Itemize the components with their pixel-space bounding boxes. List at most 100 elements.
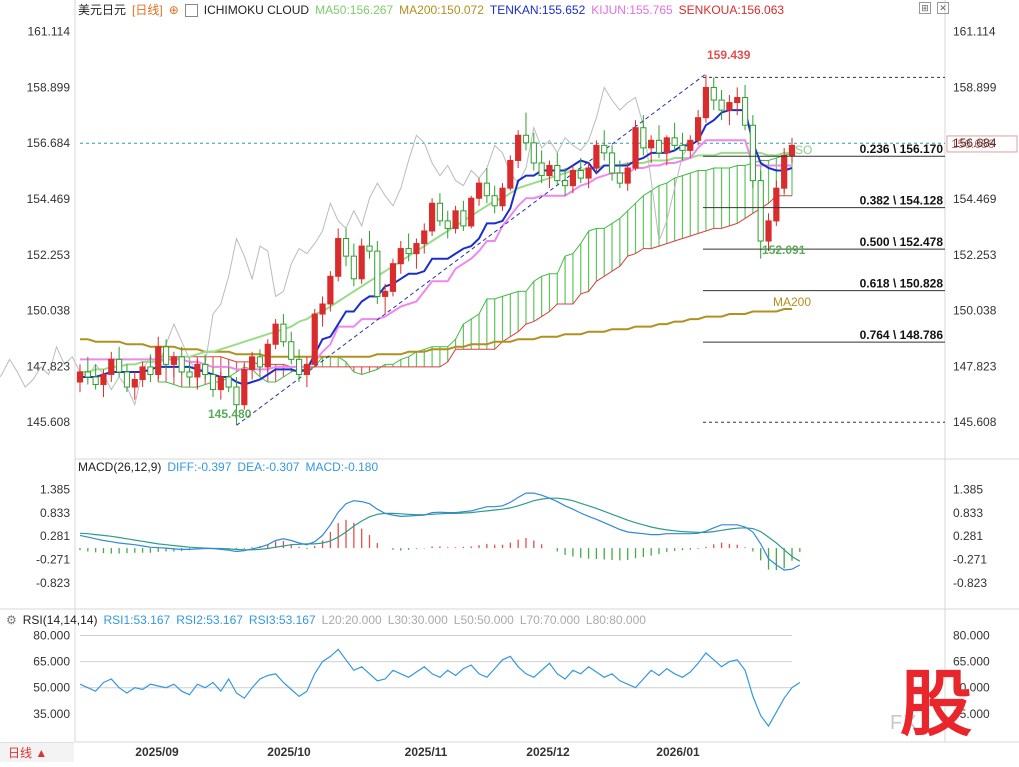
candle-body[interactable]: [225, 376, 232, 388]
candle-body[interactable]: [256, 356, 264, 368]
macd-panel[interactable]: [79, 492, 801, 571]
period-tag[interactable]: [日线]: [132, 3, 163, 17]
price-panel[interactable]: 0.236 \ 156.170 0.382 \ 154.128 0.500 \ 15…: [0, 48, 1018, 426]
candle-body[interactable]: [757, 180, 764, 242]
candle-body[interactable]: [491, 195, 498, 207]
candle-body[interactable]: [288, 341, 295, 360]
candle-body[interactable]: [382, 290, 389, 297]
candle-body[interactable]: [734, 97, 741, 104]
macd-name[interactable]: MACD(26,12,9): [78, 460, 162, 474]
candle-body[interactable]: [788, 144, 796, 156]
candle-body[interactable]: [162, 346, 170, 365]
macd-diff-line[interactable]: [79, 492, 801, 571]
candle-body[interactable]: [702, 86, 710, 119]
candle-body[interactable]: [468, 197, 475, 227]
candle-body[interactable]: [92, 376, 99, 386]
period-selector[interactable]: 日线 ▲: [0, 742, 74, 762]
candle-body[interactable]: [475, 182, 483, 199]
candle-body[interactable]: [671, 137, 678, 146]
indicator-name[interactable]: ICHIMOKU CLOUD: [203, 3, 310, 17]
candle-body[interactable]: [84, 371, 91, 378]
candle-body[interactable]: [327, 275, 334, 305]
settings-icon[interactable]: ⚙: [6, 613, 17, 627]
candle-body[interactable]: [749, 124, 756, 182]
candle-body[interactable]: [781, 154, 788, 189]
candle-body[interactable]: [585, 167, 592, 179]
candle-body[interactable]: [405, 248, 412, 255]
candle-body[interactable]: [170, 356, 177, 365]
candle-body[interactable]: [577, 170, 584, 179]
candle-body[interactable]: [108, 358, 115, 375]
candle-body[interactable]: [342, 238, 350, 257]
macd-dea-line[interactable]: [79, 497, 801, 562]
candle-body[interactable]: [561, 180, 569, 187]
candle-body[interactable]: [350, 255, 357, 280]
candle-body[interactable]: [131, 379, 138, 388]
candle-body[interactable]: [194, 363, 201, 378]
candle-body[interactable]: [389, 263, 397, 292]
candle-body[interactable]: [624, 167, 631, 184]
candle-body[interactable]: [616, 172, 623, 184]
candle-body[interactable]: [601, 144, 608, 154]
candle-body[interactable]: [319, 303, 326, 315]
candle-body[interactable]: [632, 127, 639, 169]
candle-body[interactable]: [209, 373, 217, 391]
close-icon[interactable]: ✕: [937, 2, 949, 14]
candle-body[interactable]: [249, 356, 256, 370]
candle-body[interactable]: [100, 373, 107, 386]
current-price-tag[interactable]: [946, 135, 1018, 153]
symbol-name[interactable]: 美元日元: [78, 3, 127, 17]
candle-body[interactable]: [648, 139, 655, 149]
checkbox-icon[interactable]: [184, 3, 198, 17]
candle-body[interactable]: [280, 323, 287, 343]
candle-body[interactable]: [687, 139, 694, 151]
candle-body[interactable]: [640, 127, 647, 149]
candle-body[interactable]: [695, 117, 702, 141]
candle-body[interactable]: [499, 187, 506, 207]
kijun-line[interactable]: [80, 139, 792, 371]
candle-body[interactable]: [538, 162, 545, 177]
candle-body[interactable]: [374, 250, 381, 297]
candle-body[interactable]: [241, 368, 248, 406]
candle-body[interactable]: [718, 99, 725, 111]
candle-body[interactable]: [76, 371, 84, 383]
candle-body[interactable]: [710, 86, 717, 101]
ma50-line[interactable]: [80, 151, 792, 373]
candle-body[interactable]: [147, 366, 154, 375]
ma200-line[interactable]: [80, 308, 792, 358]
candle-body[interactable]: [217, 376, 224, 391]
candle-body[interactable]: [123, 371, 131, 388]
chikou-span-line[interactable]: [0, 86, 691, 407]
senkou-a-line[interactable]: [158, 152, 793, 388]
candle-body[interactable]: [593, 144, 600, 169]
candle-body[interactable]: [335, 238, 342, 277]
candle-body[interactable]: [272, 323, 279, 345]
rsi-name[interactable]: RSI(14,14,14): [22, 613, 98, 627]
candle-body[interactable]: [421, 230, 428, 245]
candle-body[interactable]: [202, 363, 209, 375]
candle-body[interactable]: [530, 142, 537, 164]
candle-body[interactable]: [233, 386, 240, 406]
add-circle-icon[interactable]: ⊕: [168, 3, 179, 17]
candle-body[interactable]: [366, 245, 373, 252]
candle-body[interactable]: [569, 170, 577, 187]
rsi-line[interactable]: [79, 648, 801, 728]
candle-body[interactable]: [522, 134, 530, 144]
rsi-panel[interactable]: [79, 634, 801, 728]
candle-body[interactable]: [726, 102, 733, 111]
candle-body[interactable]: [139, 366, 146, 381]
senkou-b-line[interactable]: [158, 195, 792, 368]
candle-body[interactable]: [741, 97, 749, 126]
candle-body[interactable]: [444, 220, 451, 229]
candle-body[interactable]: [295, 358, 303, 375]
candle-body[interactable]: [679, 144, 686, 151]
candle-body[interactable]: [460, 210, 467, 227]
candle-body[interactable]: [663, 137, 670, 154]
candle-body[interactable]: [452, 210, 459, 229]
candle-body[interactable]: [264, 343, 271, 368]
candle-body[interactable]: [554, 165, 561, 182]
candle-body[interactable]: [428, 202, 436, 232]
candle-body[interactable]: [413, 243, 420, 255]
